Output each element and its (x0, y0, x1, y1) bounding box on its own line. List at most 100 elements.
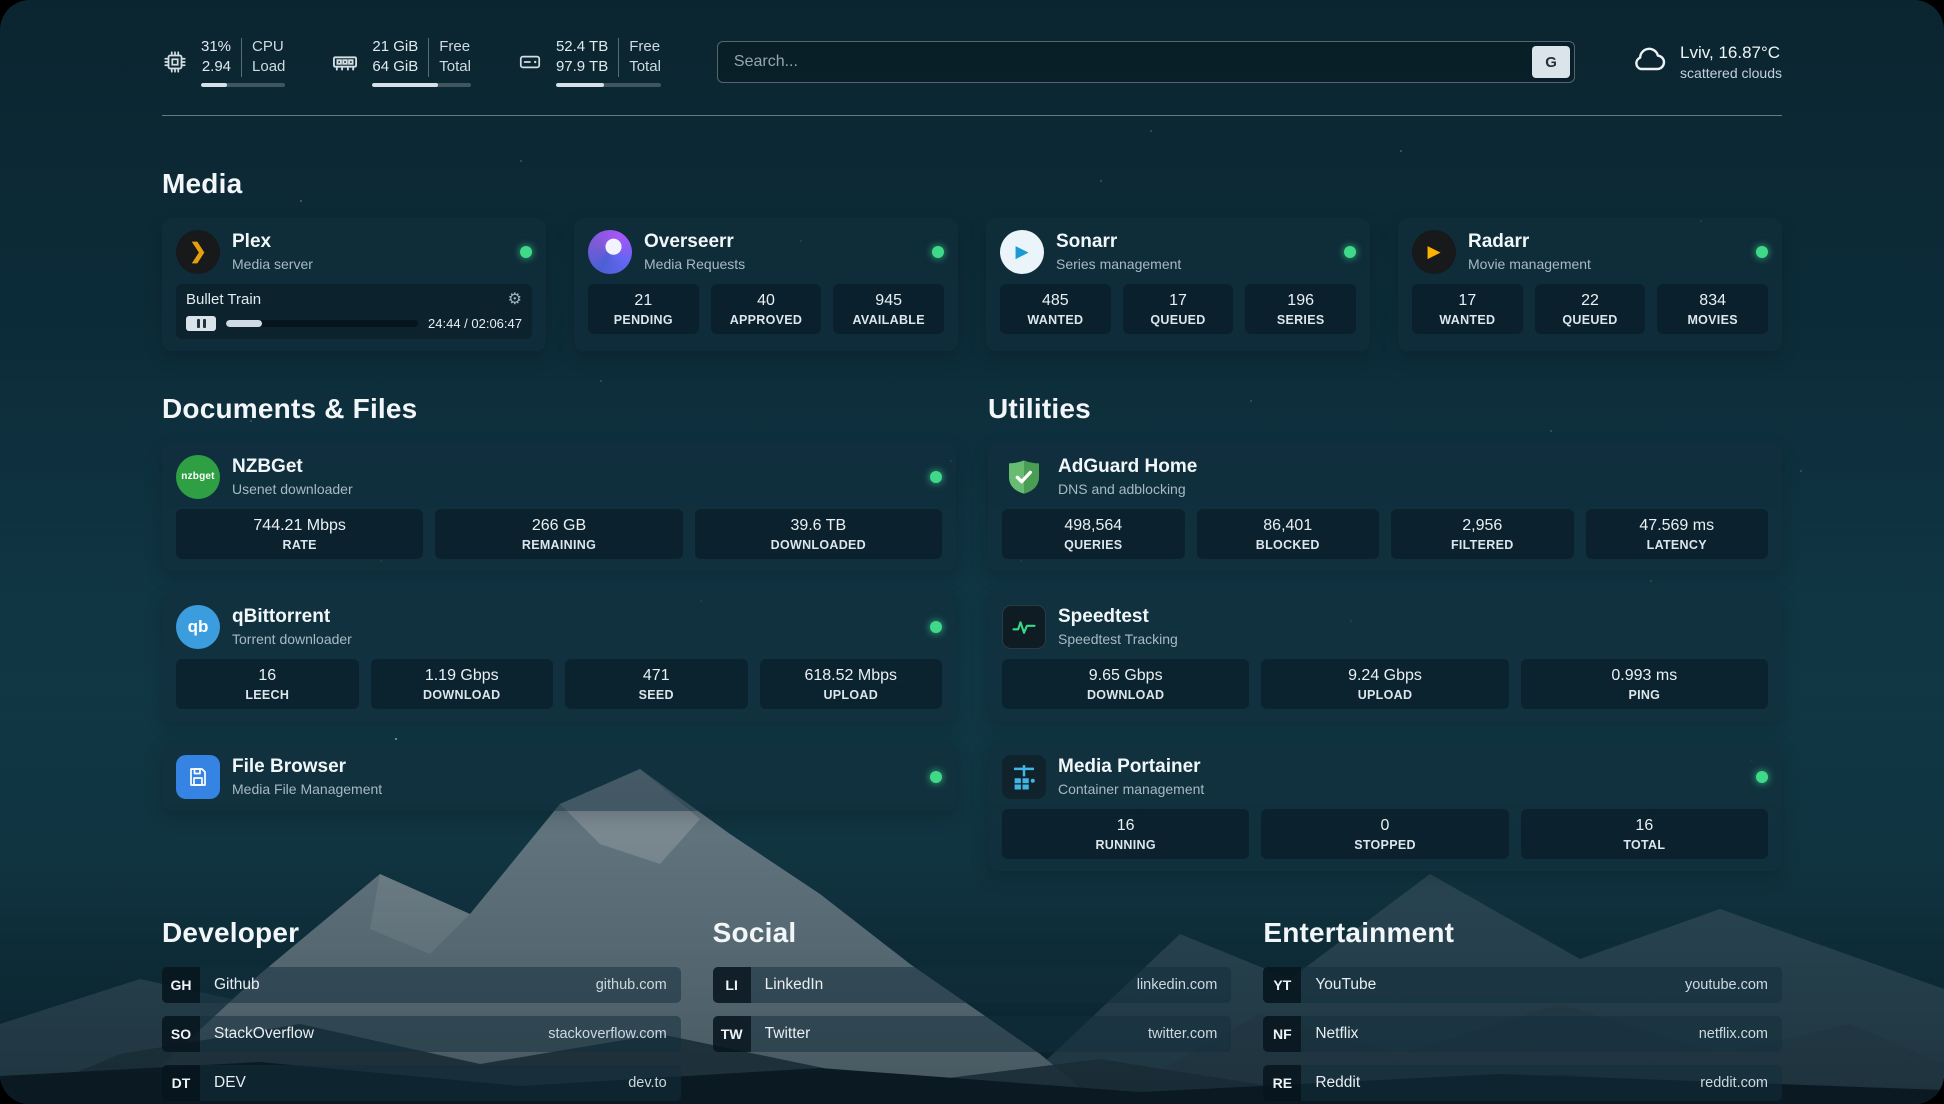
stat-value: 40 (757, 291, 775, 309)
filebrowser-icon (176, 754, 220, 799)
stat-running: 16 RUNNING (1002, 808, 1250, 859)
stat-label: QUEUED (1562, 312, 1618, 327)
plex-chevron-glyph: ❯ (189, 240, 207, 263)
status-online-dot (1756, 770, 1768, 783)
stat-value: 86,401 (1263, 516, 1313, 534)
bookmark-netflix[interactable]: NF Netflix netflix.com (1263, 1015, 1782, 1052)
bookmark-github[interactable]: GH Github github.com (162, 966, 681, 1003)
qbittorrent-link[interactable]: qb qBittorrent Torrent downloader (176, 604, 942, 649)
settings-gear-icon[interactable]: ⚙ (507, 290, 522, 308)
stat-label: WANTED (1027, 312, 1084, 327)
plex-card: ❯ Plex Media server Bullet Train ⚙ (162, 217, 546, 351)
stat-value: 471 (642, 666, 670, 684)
speedtest-link[interactable]: Speedtest Speedtest Tracking (1002, 604, 1768, 649)
bookmark-linkedin[interactable]: LI LinkedIn linkedin.com (712, 966, 1232, 1003)
portainer-crane-icon (1002, 754, 1046, 799)
stat-label: REMAINING (521, 537, 597, 552)
service-name: Plex (232, 231, 272, 252)
bookmark-name: Netflix (1315, 1024, 1359, 1042)
radarr-link[interactable]: ▶ Radarr Movie management (1412, 229, 1768, 274)
adguard-link[interactable]: AdGuard Home DNS and adblocking (1002, 455, 1768, 499)
portainer-card: Media Portainer Container management 16 … (988, 742, 1782, 871)
memory-free-label: Free (439, 38, 471, 55)
cpu-load-value: 2.94 (201, 57, 232, 75)
memory-total-label: Total (439, 57, 471, 75)
bookmark-stackoverflow[interactable]: SO StackOverflow stackoverflow.com (162, 1015, 681, 1052)
stat-rate: 744.21 Mbps RATE (176, 508, 424, 559)
nzbget-link[interactable]: nzbget NZBGet Usenet downloader (176, 454, 942, 499)
youtube-icon: YT (1263, 966, 1302, 1003)
playback-progress-bar[interactable] (226, 319, 419, 327)
stat-download: 9.65 Gbps DOWNLOAD (1002, 658, 1250, 709)
memory-usage-bar-fill (372, 82, 439, 87)
stat-filtered: 2,956 FILTERED (1391, 508, 1574, 559)
stat-label: WANTED (1439, 312, 1496, 327)
stat-queued: 22 QUEUED (1534, 283, 1646, 334)
plex-icon: ❯ (176, 229, 220, 274)
dev-icon: DT (162, 1064, 200, 1101)
search-bar[interactable]: G (716, 41, 1576, 84)
bookmark-youtube[interactable]: YT YouTube youtube.com (1263, 966, 1782, 1003)
bookmark-dev[interactable]: DT DEV dev.to (162, 1064, 681, 1101)
stat-value: 945 (875, 291, 902, 309)
section-title-entertainment: Entertainment (1263, 916, 1455, 948)
status-online-dot (930, 770, 942, 783)
status-online-dot (520, 245, 532, 258)
stat-value: 2,956 (1462, 516, 1503, 534)
stat-value: 9.24 Gbps (1348, 666, 1422, 684)
section-title-utilities: Utilities (988, 392, 1091, 424)
stat-latency: 47.569 ms LATENCY (1585, 508, 1768, 559)
status-online-dot (930, 620, 942, 633)
section-title-documents: Documents & Files (162, 392, 418, 424)
portainer-link[interactable]: Media Portainer Container management (1002, 754, 1768, 799)
stat-value: 498,564 (1064, 516, 1123, 534)
radarr-icon: ▶ (1412, 229, 1456, 274)
status-online-dot (1756, 245, 1768, 258)
search-input[interactable] (716, 41, 1576, 84)
sonarr-play-glyph: ▶ (1015, 241, 1029, 261)
filebrowser-link[interactable]: File Browser Media File Management (176, 754, 942, 799)
bookmark-twitter[interactable]: TW Twitter twitter.com (712, 1015, 1232, 1052)
stat-label: AVAILABLE (852, 312, 925, 327)
stat-label: LEECH (245, 687, 290, 702)
stat-value: 16 (1116, 816, 1135, 834)
portainer-stats: 16 RUNNING 0 STOPPED 16 TOTAL (1002, 808, 1768, 859)
stat-label: APPROVED (729, 312, 803, 327)
stat-value: 17 (1169, 291, 1187, 309)
pause-icon (196, 318, 206, 328)
stat-label: BLOCKED (1255, 537, 1320, 552)
plex-link[interactable]: ❯ Plex Media server (176, 229, 532, 274)
media-grid: ❯ Plex Media server Bullet Train ⚙ (162, 217, 1782, 351)
radarr-stats: 17 WANTED 22 QUEUED 834 MOVIES (1412, 283, 1768, 334)
stat-label: DOWNLOAD (1086, 687, 1165, 702)
stat-total: 16 TOTAL (1520, 808, 1768, 859)
stat-value: 485 (1041, 291, 1069, 309)
service-name: qBittorrent (232, 606, 331, 627)
bookmark-name: LinkedIn (764, 975, 824, 993)
memory-widget: 21 GiB 64 GiB Free Total (331, 38, 471, 87)
overseerr-link[interactable]: Overseerr Media Requests (588, 229, 944, 274)
bookmark-reddit[interactable]: RE Reddit reddit.com (1263, 1064, 1782, 1101)
stat-label: PENDING (613, 312, 673, 327)
disk-usage-bar-fill (555, 82, 605, 87)
cpu-label: CPU (252, 38, 284, 55)
stat-wanted: 485 WANTED (1000, 283, 1111, 334)
stat-label: PING (1628, 687, 1661, 702)
stat-approved: 40 APPROVED (710, 283, 822, 334)
sonarr-link[interactable]: ▶ Sonarr Series management (1000, 229, 1356, 274)
nzbget-stats: 744.21 Mbps RATE 266 GB REMAINING 39.6 T… (176, 508, 942, 559)
disk-widget: 52.4 TB 97.9 TB Free Total (517, 38, 661, 87)
service-name: Speedtest (1058, 606, 1149, 627)
stat-value: 9.65 Gbps (1088, 666, 1163, 684)
pause-button[interactable] (186, 315, 216, 331)
stat-label: QUEUED (1150, 312, 1206, 327)
bookmark-name: StackOverflow (214, 1024, 314, 1042)
qbittorrent-icon: qb (176, 604, 220, 649)
stat-label: STOPPED (1354, 837, 1416, 852)
playback-time: 24:44 / 02:06:47 (428, 315, 522, 331)
stat-upload: 9.24 Gbps UPLOAD (1261, 658, 1509, 709)
stat-label: QUERIES (1064, 537, 1123, 552)
github-icon: GH (162, 966, 200, 1003)
section-title-media: Media (162, 167, 243, 199)
